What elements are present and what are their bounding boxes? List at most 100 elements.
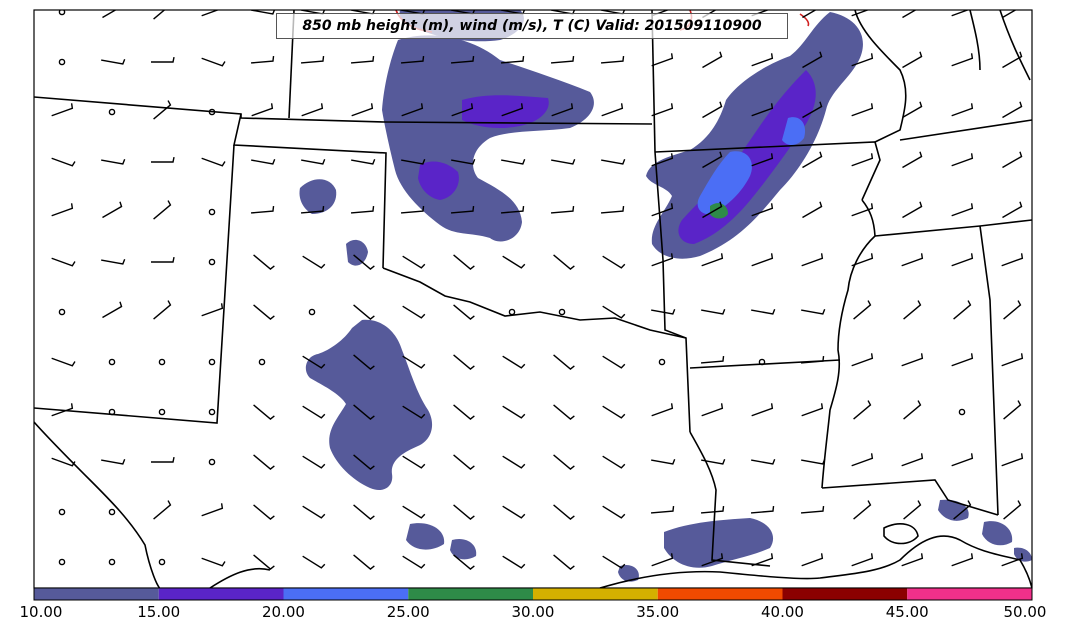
- wind-barb: [450, 205, 475, 214]
- colorbar-tick-label-6: 40.00: [761, 603, 804, 621]
- calm-wind-marker: [58, 10, 66, 16]
- wind-barb: [553, 404, 575, 420]
- wind-barb: [253, 404, 275, 420]
- wind-barb: [553, 454, 575, 470]
- wind-barb: [1003, 500, 1022, 520]
- wind-barb: [151, 256, 175, 263]
- wind-barb: [651, 53, 674, 67]
- calm-wind-marker: [558, 308, 566, 316]
- wind-barb: [751, 253, 774, 267]
- wind-barb: [851, 453, 874, 467]
- wind-barb: [151, 156, 175, 163]
- wind-barb: [1001, 553, 1024, 567]
- shade-cell-panhandle: [346, 239, 368, 266]
- wind-barb: [1002, 151, 1023, 169]
- wind-barb: [400, 205, 425, 214]
- wind-barb: [951, 53, 974, 67]
- calm-wind-marker: [108, 408, 116, 416]
- wind-barb: [302, 405, 326, 419]
- shade-cell-gulf-mid: [618, 564, 639, 582]
- colorbar-segment-0: [34, 588, 159, 600]
- wind-barb: [453, 454, 475, 470]
- wind-barb: [401, 103, 424, 117]
- wind-barb: [800, 505, 825, 514]
- wind-barb: [553, 504, 575, 520]
- boundary-alabama: [821, 479, 999, 516]
- wind-barb: [300, 55, 325, 64]
- wind-barb: [602, 355, 626, 369]
- wind-barb: [151, 56, 175, 63]
- wind-barb: [600, 55, 625, 64]
- wind-barb: [901, 453, 924, 467]
- wind-barb: [651, 309, 676, 315]
- colorbar-segment-1: [158, 588, 284, 600]
- shade-region-gulf: [664, 518, 774, 568]
- wind-barb: [250, 205, 275, 214]
- wind-barb: [651, 553, 674, 567]
- wind-barb: [402, 455, 426, 469]
- calm-wind-marker: [958, 408, 966, 416]
- wind-barb: [501, 159, 526, 165]
- calm-wind-marker: [108, 358, 116, 366]
- colorbar-segment-4: [533, 588, 658, 600]
- calm-wind-marker: [508, 308, 516, 316]
- wind-barb: [651, 403, 674, 417]
- wind-barb: [51, 203, 74, 217]
- wind-barb: [153, 200, 172, 220]
- shade-cell-gulf-west: [406, 523, 445, 550]
- wind-barb: [553, 254, 575, 270]
- wind-barb: [502, 555, 526, 569]
- wind-barb: [802, 201, 823, 219]
- wind-barb: [802, 51, 823, 69]
- calm-wind-marker: [208, 258, 216, 266]
- wind-barb: [201, 10, 220, 17]
- wind-barb: [951, 103, 974, 117]
- shade-region-nebraska-core: [462, 95, 549, 128]
- coastline-gulf: [209, 535, 1032, 588]
- wind-barb: [502, 355, 526, 369]
- wind-barb: [353, 354, 375, 370]
- wind-barb: [851, 153, 874, 167]
- wind-barb: [600, 205, 625, 214]
- wind-barb: [853, 300, 872, 320]
- wind-barb: [801, 309, 826, 315]
- wind-barb: [951, 203, 974, 217]
- wind-barb: [902, 101, 923, 119]
- wind-barb: [151, 456, 175, 463]
- wind-barb: [951, 453, 974, 467]
- wind-barb: [400, 55, 425, 64]
- wind-barb: [401, 159, 426, 165]
- wind-barb: [351, 103, 374, 117]
- wind-barb: [702, 51, 723, 69]
- colorbar: [33, 587, 1033, 601]
- wind-barb: [901, 253, 924, 267]
- wind-barb: [751, 203, 774, 217]
- calm-wind-marker: [208, 458, 216, 466]
- calm-wind-marker: [258, 358, 266, 366]
- boundary-north-line: [34, 96, 653, 125]
- colorbar-segment-5: [657, 588, 783, 600]
- boundary-kansas-south: [382, 267, 687, 339]
- wind-barb: [253, 304, 275, 320]
- wind-barb: [550, 205, 575, 214]
- boundary-illinois: [899, 119, 1032, 141]
- wind-barb: [301, 159, 326, 165]
- wind-barb: [651, 203, 674, 217]
- wind-barb: [1002, 10, 1017, 19]
- wind-barb: [550, 55, 575, 64]
- calm-wind-marker: [108, 558, 116, 566]
- wind-barb: [902, 10, 917, 19]
- calm-wind-marker: [758, 358, 766, 366]
- wind-barb: [302, 355, 326, 369]
- wind-barb: [651, 153, 674, 167]
- wind-barb: [702, 101, 723, 119]
- wind-barb: [851, 253, 874, 267]
- wind-barb: [51, 103, 74, 117]
- wind-barb: [851, 553, 874, 567]
- wind-barb: [453, 554, 475, 570]
- wind-barb: [551, 159, 576, 165]
- calm-wind-marker: [58, 308, 66, 316]
- wind-barb: [951, 253, 974, 267]
- wind-barb: [801, 459, 826, 465]
- shade-cell-florida-3: [1014, 547, 1032, 562]
